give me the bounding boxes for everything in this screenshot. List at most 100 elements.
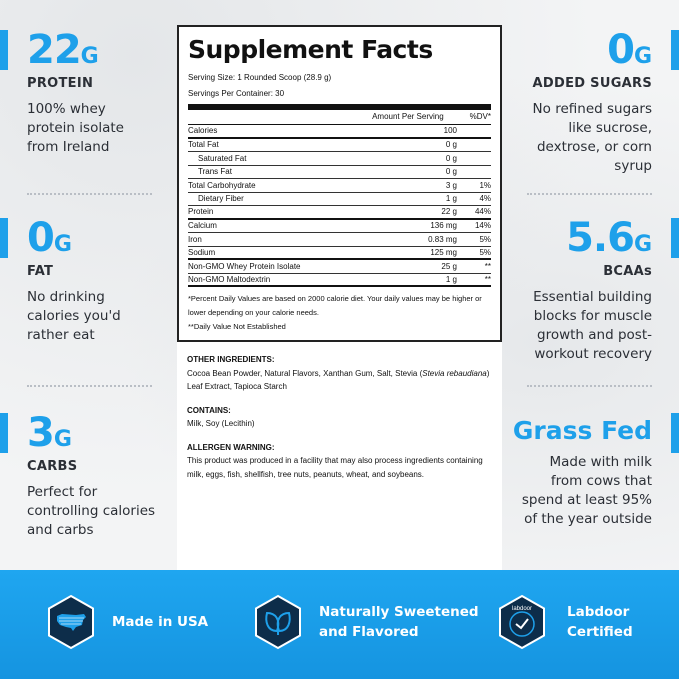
leaf-icon (253, 594, 303, 650)
nutrient-daily-value: 5% (479, 247, 491, 257)
nutrient-name: Non-GMO Whey Protein Isolate (188, 261, 301, 271)
badge-label: Labdoor Certified (567, 604, 633, 640)
nutrient-daily-value: 5% (479, 234, 491, 244)
facts-row: Sodium 125 mg 5% (188, 247, 491, 260)
serving-size: Serving Size: 1 Rounded Scoop (28.9 g) (188, 73, 332, 82)
stat-description: Perfect for controlling calories and car… (27, 484, 156, 538)
nutrient-name: Trans Fat (198, 167, 232, 177)
facts-row: Calcium 136 mg 14% (188, 220, 491, 233)
facts-row: Total Carbohydrate 3 g 1% (188, 179, 491, 193)
nutrient-name: Calories (188, 126, 218, 136)
facts-row: Iron 0.83 mg 5% (188, 233, 491, 247)
stat-grass-fed: Grass Fed Made with milk from cows that … (492, 418, 652, 529)
daily-value-not-established-note: **Daily Value Not Established (188, 322, 286, 331)
servings-per-container: Servings Per Container: 30 (188, 89, 285, 98)
badge-made-in-usa: Made in USA (46, 594, 208, 650)
nutrient-daily-value: 1% (479, 180, 491, 190)
badge-label: Made in USA (112, 614, 209, 630)
accent-bar-right-2 (671, 218, 679, 258)
badge-label: Naturally Sweetened and Flavored (319, 604, 479, 640)
stat-label: ADDED SUGARS (532, 76, 652, 91)
accent-bar-right-3 (671, 413, 679, 453)
allergen-heading: ALLERGEN WARNING: (187, 442, 275, 452)
nutrient-amount: 136 mg (430, 221, 457, 231)
allergen-warning: ALLERGEN WARNING: This product was produ… (187, 441, 492, 482)
nutrient-name: Iron (188, 234, 202, 244)
stat-carbs: 3G CARBS Perfect for controlling calorie… (27, 413, 177, 540)
contains-heading: CONTAINS: (187, 405, 231, 415)
contains: CONTAINS: Milk, Soy (Lecithin) (187, 404, 492, 431)
supplement-facts-panel: Supplement Facts Serving Size: 1 Rounded… (177, 25, 502, 570)
accent-bar-left-1 (0, 30, 8, 70)
stat-label: BCAAs (603, 264, 652, 279)
other-ingredients-text: Cocoa Bean Powder, Natural Flavors, Xant… (187, 368, 490, 392)
stat-unit: G (633, 44, 652, 69)
nutrient-name: Sodium (188, 247, 216, 257)
accent-bar-left-3 (0, 413, 8, 453)
nutrient-name: Calcium (188, 221, 217, 231)
nutrient-amount: 0 g (445, 153, 457, 163)
stat-value: Grass Fed (512, 416, 652, 445)
daily-value-note: *Percent Daily Values are based on 2000 … (188, 294, 482, 317)
nutrient-amount: 100 (443, 126, 457, 136)
divider (27, 385, 152, 387)
facts-title: Supplement Facts (188, 35, 433, 64)
nutrient-amount: 0 g (445, 140, 457, 150)
stat-value: 0 (607, 27, 635, 73)
accent-bar-right-1 (671, 30, 679, 70)
divider (527, 193, 652, 195)
nutrient-amount: 1 g (445, 194, 457, 204)
facts-row: Total Fat 0 g (188, 139, 491, 152)
nutrient-daily-value: ** (484, 274, 491, 284)
daily-value-header: %DV* (469, 112, 491, 121)
supplement-facts-table: Supplement Facts Serving Size: 1 Rounded… (177, 25, 502, 342)
nutrient-daily-value: 44% (474, 207, 491, 217)
facts-row: Dietary Fiber 1 g 4% (188, 193, 491, 206)
stat-label: PROTEIN (27, 76, 94, 91)
stat-bcaas: 5.6G BCAAs Essential building blocks for… (502, 218, 652, 364)
other-ingredients-heading: OTHER INGREDIENTS: (187, 355, 275, 364)
stat-value: 0 (27, 215, 55, 261)
stat-label: FAT (27, 264, 54, 279)
stat-label: CARBS (27, 459, 78, 474)
stat-description: No refined sugars like sucrose, dextrose… (532, 101, 652, 174)
amount-per-serving-header: Amount Per Serving (372, 112, 444, 121)
nutrient-name: Saturated Fat (198, 153, 247, 163)
nutrient-amount: 1 g (445, 274, 457, 284)
stat-unit: G (53, 427, 72, 452)
facts-row: Calories 100 (188, 125, 491, 139)
facts-header-row: Amount Per Serving %DV* (188, 110, 491, 125)
stat-unit: G (80, 44, 99, 69)
badge-naturally-sweetened: Naturally Sweetened and Flavored (253, 594, 479, 650)
stat-unit: G (53, 232, 72, 257)
nutrient-amount: 0 g (445, 167, 457, 177)
nutrient-amount: 0.83 mg (428, 234, 457, 244)
nutrient-amount: 25 g (441, 261, 457, 271)
labdoor-seal-icon: labdoor (497, 594, 547, 650)
nutrient-daily-value: ** (484, 261, 491, 271)
stat-value: 3 (27, 410, 55, 456)
nutrient-name: Non-GMO Maltodextrin (188, 274, 271, 284)
nutrient-daily-value: 4% (479, 194, 491, 204)
facts-row: Protein 22 g 44% (188, 206, 491, 220)
stat-fat: 0G FAT No drinking calories you'd rather… (27, 218, 177, 345)
svg-text:labdoor: labdoor (512, 606, 532, 612)
facts-row: Saturated Fat 0 g (188, 152, 491, 166)
divider (27, 193, 152, 195)
badge-labdoor: labdoor Labdoor Certified (497, 594, 633, 650)
stat-unit: G (633, 232, 652, 257)
nutrient-amount: 3 g (445, 180, 457, 190)
thick-rule (188, 104, 491, 110)
nutrient-name: Protein (188, 207, 214, 217)
nutrient-name: Dietary Fiber (198, 194, 244, 204)
facts-row: Trans Fat 0 g (188, 166, 491, 179)
allergen-text: This product was produced in a facility … (187, 456, 483, 479)
stat-protein: 22G PROTEIN 100% whey protein isolate fr… (27, 30, 177, 157)
contains-text: Milk, Soy (Lecithin) (187, 419, 255, 428)
ingredients-section: OTHER INGREDIENTS: Cocoa Bean Powder, Na… (187, 353, 492, 491)
accent-bar-left-2 (0, 218, 8, 258)
nutrient-amount: 125 mg (430, 247, 457, 257)
facts-row: Non-GMO Maltodextrin 1 g ** (188, 274, 491, 287)
stat-value: 5.6 (566, 215, 635, 261)
